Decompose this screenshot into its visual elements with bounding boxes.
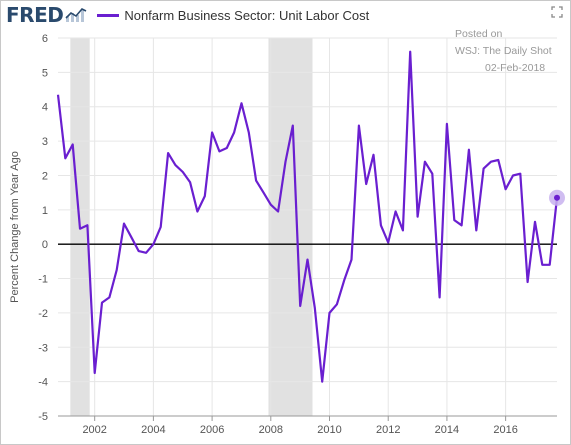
y-tick-label: -3 <box>38 342 48 354</box>
source-note: WSJ: The Daily Shot <box>455 45 552 57</box>
y-tick-label: 6 <box>42 33 48 45</box>
y-tick-label: -5 <box>38 411 48 423</box>
fred-logo[interactable]: FRED <box>6 3 64 27</box>
x-tick-label: 2004 <box>141 424 165 436</box>
x-tick-label: 2002 <box>82 424 106 436</box>
chart-header: FRED Nonfarm Business Sector: Unit Labor… <box>6 3 370 27</box>
x-tick-label: 2014 <box>435 424 459 436</box>
date-note: 02-Feb-2018 <box>485 62 545 74</box>
y-tick-label: 2 <box>42 170 48 182</box>
y-axis-label: Percent Change from Year Ago <box>9 151 21 303</box>
y-tick-label: 5 <box>42 67 48 79</box>
posted-on-note: Posted on <box>455 28 502 40</box>
y-tick-label: 1 <box>42 205 48 217</box>
x-tick-label: 2010 <box>317 424 341 436</box>
y-tick-label: 0 <box>42 239 48 251</box>
series-line <box>56 50 559 383</box>
recession-band <box>268 38 313 416</box>
line-chart-icon <box>65 8 87 22</box>
y-tick-label: -2 <box>38 308 48 320</box>
x-tick-label: 2006 <box>200 424 224 436</box>
x-tick-label: 2012 <box>376 424 400 436</box>
y-tick-label: 3 <box>42 136 48 148</box>
y-tick-label: -4 <box>38 377 48 389</box>
y-tick-label: 4 <box>42 102 48 114</box>
legend-label: Nonfarm Business Sector: Unit Labor Cost <box>124 7 370 23</box>
x-tick-label: 2008 <box>259 424 283 436</box>
last-point-marker[interactable] <box>554 194 560 201</box>
y-tick-label: -1 <box>38 274 48 286</box>
legend-swatch <box>97 13 120 17</box>
x-tick-label: 2016 <box>493 424 517 436</box>
expand-icon[interactable] <box>551 6 563 18</box>
